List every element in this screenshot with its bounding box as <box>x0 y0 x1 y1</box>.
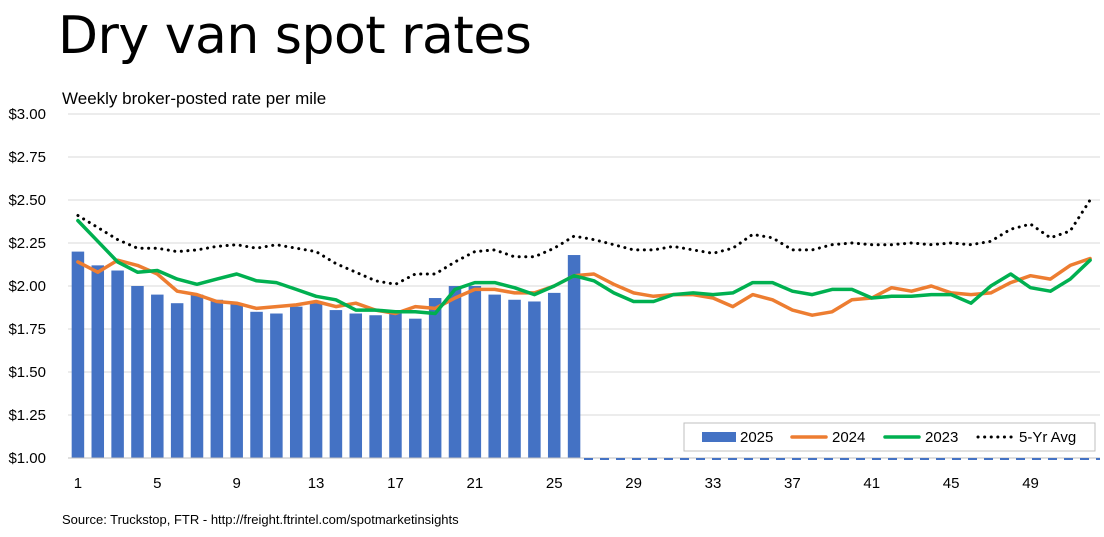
series-lines <box>78 200 1090 315</box>
x-tick-label: 1 <box>74 475 82 492</box>
y-tick-label: $2.25 <box>8 235 46 252</box>
y-tick-label: $1.00 <box>8 450 46 467</box>
bar-2025 <box>429 298 442 458</box>
x-tick-label: 45 <box>943 475 960 492</box>
bars-2025 <box>72 252 581 458</box>
legend-label-2023: 2023 <box>925 429 958 446</box>
bar-2025 <box>270 314 283 458</box>
x-tick-label: 17 <box>387 475 404 492</box>
bar-2025 <box>548 293 561 458</box>
line-2024 <box>78 259 1090 316</box>
line-2023 <box>78 221 1090 314</box>
y-tick-label: $2.00 <box>8 278 46 295</box>
bar-2025 <box>72 252 85 458</box>
bar-2025 <box>568 255 581 458</box>
bar-2025 <box>369 315 382 458</box>
x-axis-ticks: 1 5 9 13 17 21 25 29 33 37 41 45 49 <box>74 475 1039 492</box>
x-axis <box>68 458 1100 459</box>
bar-2025 <box>111 271 124 458</box>
y-tick-label: $1.25 <box>8 407 46 424</box>
bar-2025 <box>449 286 462 458</box>
legend: 2025 2024 2023 5-Yr Avg <box>684 423 1095 451</box>
x-tick-label: 41 <box>863 475 880 492</box>
bar-2025 <box>230 303 243 458</box>
bar-2025 <box>250 312 263 458</box>
bar-2025 <box>191 295 204 458</box>
legend-label-2024: 2024 <box>832 429 865 446</box>
y-tick-label: $2.75 <box>8 149 46 166</box>
x-tick-label: 21 <box>467 475 484 492</box>
bar-2025 <box>290 307 303 458</box>
x-tick-label: 25 <box>546 475 563 492</box>
legend-swatch-2025 <box>702 432 736 442</box>
y-tick-label: $3.00 <box>8 106 46 123</box>
bar-2025 <box>131 286 144 458</box>
bar-2025 <box>330 310 343 458</box>
chart-source: Source: Truckstop, FTR - http://freight.… <box>62 512 459 527</box>
y-axis-ticks: $1.00 $1.25 $1.50 $1.75 $2.00 $2.25 $2.50 $2.75… <box>8 106 46 467</box>
bar-2025 <box>508 300 521 458</box>
bar-2025 <box>469 286 482 458</box>
bar-2025 <box>350 314 363 458</box>
y-tick-label: $2.50 <box>8 192 46 209</box>
x-tick-label: 13 <box>308 475 325 492</box>
bar-2025 <box>310 303 323 458</box>
legend-label-2025: 2025 <box>740 429 773 446</box>
bar-2025 <box>92 265 105 458</box>
y-tick-label: $1.50 <box>8 364 46 381</box>
bar-2025 <box>528 301 541 458</box>
x-tick-label: 49 <box>1022 475 1039 492</box>
bar-2025 <box>389 314 402 458</box>
x-tick-label: 33 <box>705 475 722 492</box>
x-tick-label: 9 <box>233 475 241 492</box>
bar-2025 <box>211 300 224 458</box>
y-tick-label: $1.75 <box>8 321 46 338</box>
bar-2025 <box>488 295 501 458</box>
bar-2025 <box>151 295 164 458</box>
x-tick-label: 5 <box>153 475 161 492</box>
bar-2025 <box>171 303 184 458</box>
x-tick-label: 37 <box>784 475 801 492</box>
line-5-yr-avg <box>78 200 1090 284</box>
legend-label-5-yr-avg: 5-Yr Avg <box>1019 429 1076 446</box>
bar-2025 <box>409 319 422 458</box>
x-tick-label: 29 <box>625 475 642 492</box>
